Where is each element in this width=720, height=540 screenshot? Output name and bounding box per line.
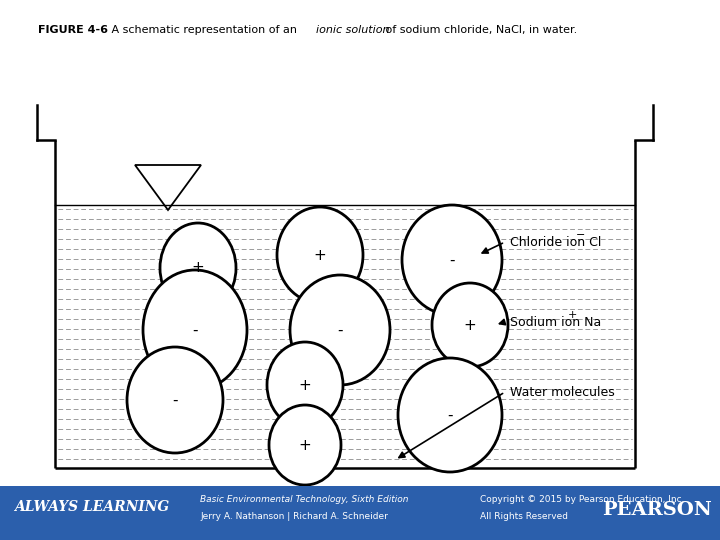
- Ellipse shape: [269, 405, 341, 485]
- Ellipse shape: [160, 223, 236, 313]
- Ellipse shape: [277, 207, 363, 303]
- Ellipse shape: [402, 205, 502, 315]
- Text: Basic Environmental Technology, Sixth Edition: Basic Environmental Technology, Sixth Ed…: [200, 495, 408, 504]
- Ellipse shape: [432, 283, 508, 367]
- Text: +: +: [192, 260, 204, 275]
- Text: A schematic representation of an: A schematic representation of an: [101, 25, 300, 35]
- Text: +: +: [314, 247, 326, 262]
- Text: Jerry A. Nathanson | Richard A. Schneider: Jerry A. Nathanson | Richard A. Schneide…: [200, 512, 388, 521]
- Text: Copyright © 2015 by Pearson Education, Inc.: Copyright © 2015 by Pearson Education, I…: [480, 495, 685, 504]
- Text: Sodium ion Na: Sodium ion Na: [510, 315, 601, 328]
- Text: PEARSON: PEARSON: [602, 501, 712, 518]
- Text: FIGURE 4-6: FIGURE 4-6: [38, 25, 108, 35]
- Ellipse shape: [267, 342, 343, 428]
- Bar: [55, 205, 635, 468]
- Text: ALWAYS LEARNING: ALWAYS LEARNING: [14, 500, 169, 514]
- Ellipse shape: [127, 347, 223, 453]
- Ellipse shape: [398, 358, 502, 472]
- Text: -: -: [447, 408, 453, 422]
- Text: -: -: [449, 253, 455, 267]
- Text: -: -: [337, 322, 343, 338]
- Ellipse shape: [143, 270, 247, 390]
- Text: of sodium chloride, NaCl, in water.: of sodium chloride, NaCl, in water.: [382, 25, 577, 35]
- Text: ionic solution: ionic solution: [316, 25, 390, 35]
- Text: +: +: [299, 437, 311, 453]
- Text: All Rights Reserved: All Rights Reserved: [480, 512, 568, 521]
- Text: Water molecules: Water molecules: [510, 386, 615, 399]
- Ellipse shape: [290, 275, 390, 385]
- Text: -: -: [172, 393, 178, 408]
- Text: +: +: [567, 310, 577, 320]
- Text: +: +: [299, 377, 311, 393]
- Text: +: +: [464, 318, 477, 333]
- Bar: [0, 486, 720, 540]
- Text: -: -: [192, 322, 198, 338]
- Text: −: −: [576, 230, 585, 240]
- Text: Chloride ion Cl: Chloride ion Cl: [510, 235, 601, 248]
